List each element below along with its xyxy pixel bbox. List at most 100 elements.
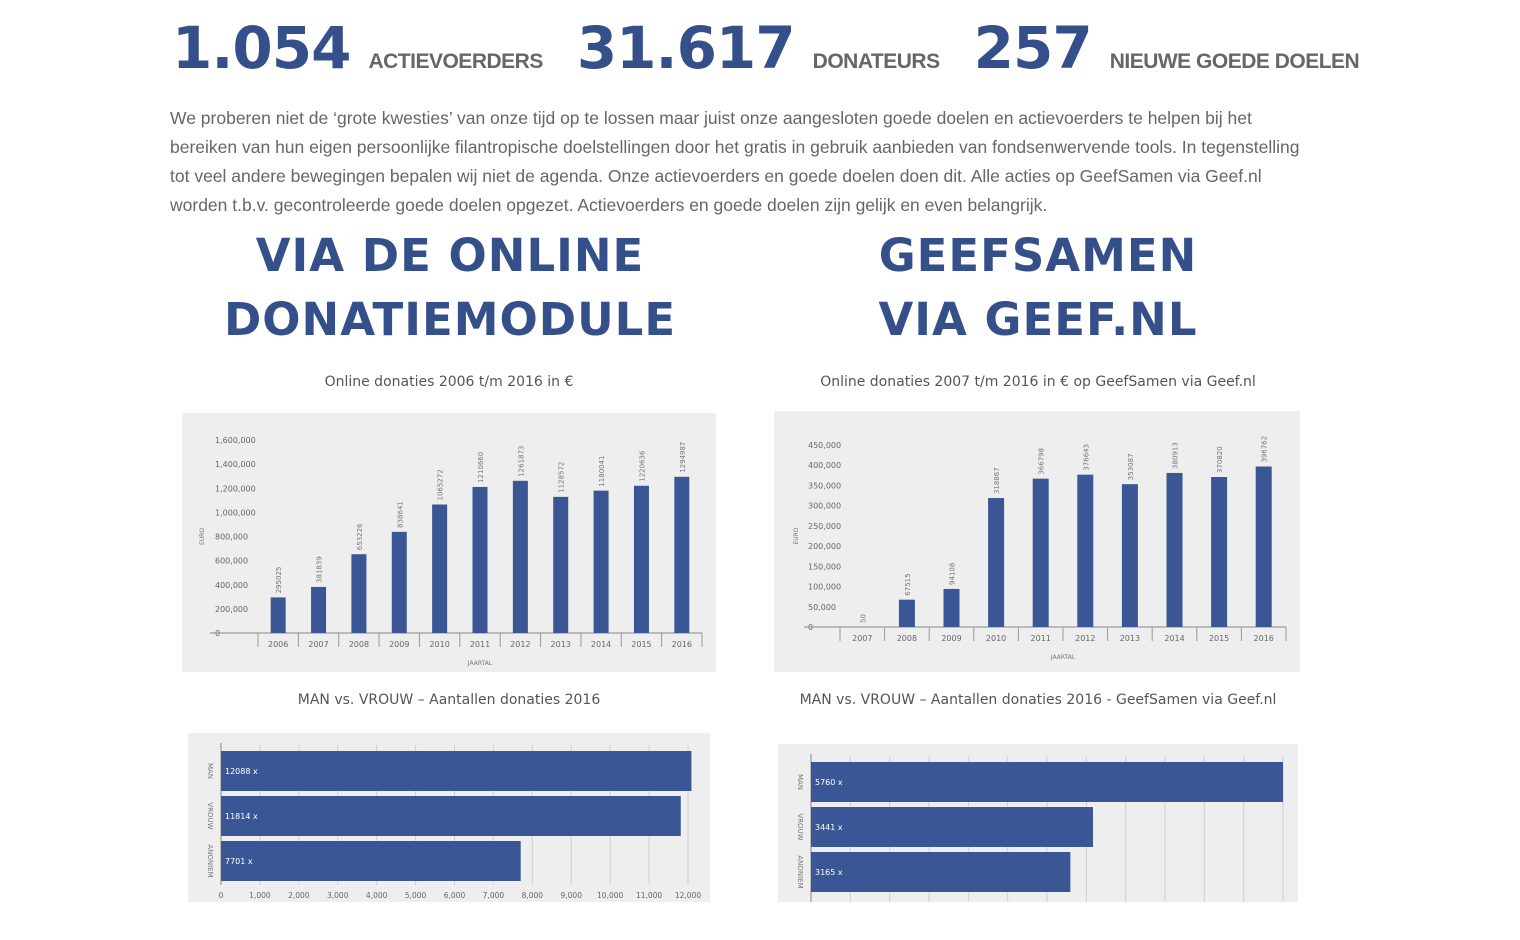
x-tick-label: 2009 xyxy=(389,640,409,649)
category-label-man: MAN xyxy=(206,763,214,779)
bar-2012 xyxy=(512,480,528,633)
x-tick-label: 2008 xyxy=(897,634,917,643)
data-label-2012: 376643 xyxy=(1082,444,1090,471)
y-tick-label: 300,000 xyxy=(808,502,841,511)
x-tick-label: 12,000 xyxy=(675,891,701,900)
x-tick-label: 2014 xyxy=(591,640,611,649)
bar-2015 xyxy=(1211,477,1228,627)
x-axis-title: JAARTAL xyxy=(1050,654,1076,661)
y-tick-label: 350,000 xyxy=(808,481,841,490)
bar-2006 xyxy=(270,597,286,633)
data-label-2012: 1261873 xyxy=(517,446,525,477)
x-axis-title: JAARTAL xyxy=(467,660,493,667)
y-tick-label: 400,000 xyxy=(215,581,248,590)
stat-donors-number: 31.617 xyxy=(576,14,796,82)
bar-2009 xyxy=(391,531,407,633)
bar-2012 xyxy=(1077,474,1094,627)
bar-2008 xyxy=(898,599,915,627)
intro-paragraph: We proberen niet de ‘grote kwesties’ van… xyxy=(170,108,1300,215)
x-tick-label: 10,000 xyxy=(597,891,623,900)
right-heading-line2: VIA GEEF.NL xyxy=(878,293,1198,346)
x-tick-label: 2012 xyxy=(510,640,530,649)
bar-2014 xyxy=(1166,472,1183,627)
x-tick-label: 2010 xyxy=(986,634,1006,643)
data-label-2007: 381839 xyxy=(316,556,324,583)
bar-2010 xyxy=(432,504,448,633)
left-gender-chart: 12088 x MAN 11814 x VROUW 7701 x ANONIEM 0 1,00… xyxy=(206,743,701,900)
stat-charities-number: 257 xyxy=(973,14,1093,82)
left-heading-line2: DONATIEMODULE xyxy=(223,293,677,346)
right-column-chart: 050,000100,000150,000200,000250,000300,0… xyxy=(793,436,1287,661)
x-tick-label: 2013 xyxy=(551,640,571,649)
stat-charities-label: NIEUWE GOEDE DOELEN xyxy=(1109,50,1360,73)
right-heading: GEEFSAMEN VIA GEEF.NL xyxy=(758,224,1318,352)
bar-anoniem xyxy=(811,852,1071,892)
x-tick-label: 2015 xyxy=(631,640,651,649)
x-tick-label: 2016 xyxy=(1254,634,1274,643)
x-tick-label: 2015 xyxy=(1209,634,1229,643)
y-tick-label: 600,000 xyxy=(215,557,248,566)
x-tick-label: 9,000 xyxy=(561,891,583,900)
data-label-2006: 295025 xyxy=(275,567,283,594)
bar-2008 xyxy=(351,554,367,633)
data-label-2009: 94108 xyxy=(949,563,957,585)
category-label-anoniem: ANONIEM xyxy=(206,844,214,877)
category-label-vrouw: VROUW xyxy=(796,813,804,840)
x-tick-label: 2016 xyxy=(672,640,692,649)
data-label-2011: 366798 xyxy=(1038,448,1046,475)
right-gender-chart-panel: 5760 x MAN 3441 x VROUW 3165 x ANONIEM xyxy=(778,744,1298,902)
left-chart-caption: Online donaties 2006 t/m 2016 in € xyxy=(324,374,574,390)
y-tick-label: 100,000 xyxy=(808,583,841,592)
bar-man xyxy=(811,762,1283,802)
bar-vrouw xyxy=(221,796,681,836)
bar-2007 xyxy=(311,586,327,633)
stats-row: 1.054 ACTIEVOERDERS 31.617 DONATEURS 257… xyxy=(172,14,1393,82)
x-tick-label: 2007 xyxy=(308,640,328,649)
y-tick-label: 50,000 xyxy=(808,603,836,612)
data-label-2015: 370820 xyxy=(1216,446,1224,473)
x-tick-label: 4,000 xyxy=(366,891,388,900)
data-label-2008: 67515 xyxy=(904,573,912,595)
data-label-2011: 1210660 xyxy=(477,452,485,483)
x-tick-label: 2013 xyxy=(1120,634,1140,643)
stat-activists-label: ACTIEVOERDERS xyxy=(368,50,543,73)
bar-vrouw xyxy=(811,807,1093,847)
x-tick-label: 2,000 xyxy=(288,891,310,900)
right-bar-caption: MAN vs. VROUW – Aantallen donaties 2016 … xyxy=(799,692,1277,708)
data-label-2014: 380913 xyxy=(1172,442,1180,469)
bar-2016 xyxy=(1255,466,1272,627)
data-label-2016: 396762 xyxy=(1261,436,1269,463)
data-label-anoniem: 3165 x xyxy=(815,868,843,877)
data-label-2009: 838641 xyxy=(396,501,404,528)
bar-2013 xyxy=(553,496,569,633)
x-tick-label: 2008 xyxy=(349,640,369,649)
right-heading-line1: GEEFSAMEN xyxy=(878,229,1198,282)
bar-2016 xyxy=(674,476,690,633)
x-tick-label: 5,000 xyxy=(405,891,427,900)
bar-2010 xyxy=(988,498,1005,627)
y-tick-label: 1,600,000 xyxy=(215,436,256,445)
data-label-2014: 1180041 xyxy=(598,455,606,486)
bar-2011 xyxy=(1032,478,1049,627)
bar-2014 xyxy=(593,490,609,633)
data-label-vrouw: 11814 x xyxy=(225,812,258,821)
data-label-2015: 1220636 xyxy=(638,450,646,482)
bar-2015 xyxy=(633,485,649,633)
bar-2013 xyxy=(1121,484,1138,627)
y-tick-label: 450,000 xyxy=(808,441,841,450)
category-label-anoniem: ANONIEM xyxy=(796,855,804,888)
x-tick-label: 11,000 xyxy=(636,891,662,900)
y-tick-label: 400,000 xyxy=(808,461,841,470)
y-tick-label: 200,000 xyxy=(808,542,841,551)
x-tick-label: 2009 xyxy=(941,634,961,643)
right-column-chart-panel: 050,000100,000150,000200,000250,000300,0… xyxy=(774,411,1300,672)
x-tick-label: 2006 xyxy=(268,640,288,649)
bar-2009 xyxy=(943,588,960,627)
data-label-2010: 318867 xyxy=(993,467,1001,494)
data-label-man: 5760 x xyxy=(815,778,843,787)
x-tick-label: 2007 xyxy=(852,634,872,643)
left-bar-caption: MAN vs. VROUW – Aantallen donaties 2016 xyxy=(297,692,601,708)
data-label-anoniem: 7701 x xyxy=(225,857,253,866)
y-axis-title: EURO xyxy=(199,528,206,545)
left-heading: VIA DE ONLINE DONATIEMODULE xyxy=(170,224,730,352)
